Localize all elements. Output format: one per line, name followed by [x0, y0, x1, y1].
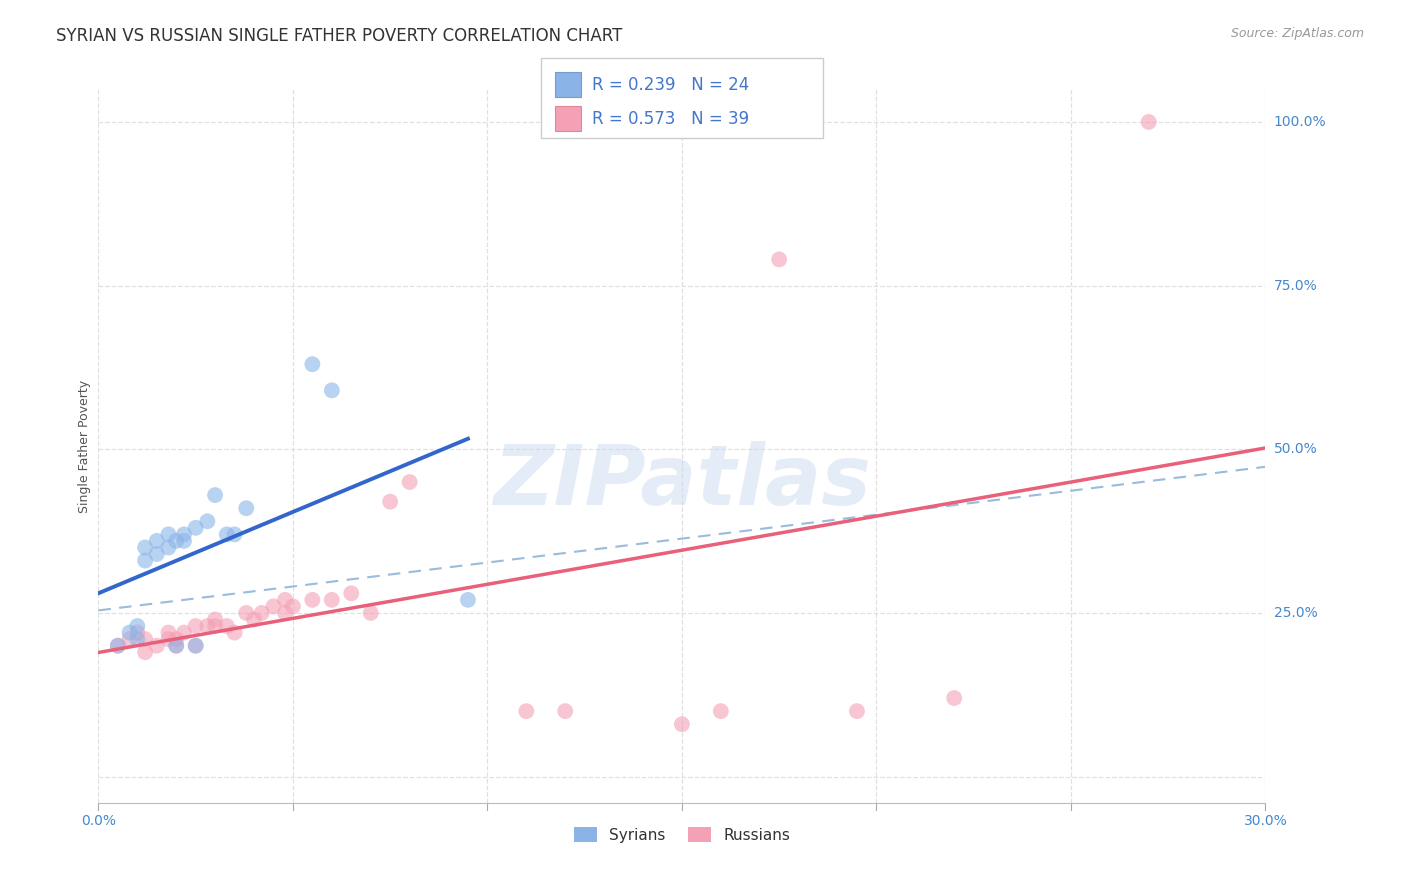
Point	[235, 501, 257, 516]
Point	[321, 592, 343, 607]
Point	[165, 533, 187, 548]
Point	[281, 599, 304, 614]
Text: SYRIAN VS RUSSIAN SINGLE FATHER POVERTY CORRELATION CHART: SYRIAN VS RUSSIAN SINGLE FATHER POVERTY …	[56, 27, 623, 45]
Text: 50.0%: 50.0%	[1274, 442, 1317, 457]
Point	[157, 625, 180, 640]
Point	[710, 704, 733, 718]
Point	[204, 488, 226, 502]
Point	[515, 704, 537, 718]
Text: ZIPatlas: ZIPatlas	[494, 442, 870, 522]
Point	[224, 527, 246, 541]
Point	[215, 619, 238, 633]
Point	[554, 704, 576, 718]
Point	[157, 632, 180, 647]
Point	[134, 553, 156, 567]
Point	[157, 527, 180, 541]
Point	[165, 639, 187, 653]
Text: Source: ZipAtlas.com: Source: ZipAtlas.com	[1230, 27, 1364, 40]
Point	[340, 586, 363, 600]
Point	[184, 521, 207, 535]
Point	[380, 494, 402, 508]
Point	[274, 606, 297, 620]
Point	[457, 592, 479, 607]
Point	[398, 475, 420, 489]
Point	[107, 639, 129, 653]
Point	[768, 252, 790, 267]
Point	[118, 632, 141, 647]
Point	[146, 547, 169, 561]
Text: 75.0%: 75.0%	[1274, 278, 1317, 293]
Point	[235, 606, 257, 620]
Point	[184, 619, 207, 633]
Point	[107, 639, 129, 653]
Point	[173, 533, 195, 548]
Point	[224, 625, 246, 640]
Point	[1137, 115, 1160, 129]
Text: 30.0%: 30.0%	[1243, 814, 1288, 828]
Text: 0.0%: 0.0%	[82, 814, 115, 828]
Text: R = 0.573   N = 39: R = 0.573 N = 39	[592, 110, 749, 128]
Point	[118, 625, 141, 640]
Y-axis label: Single Father Poverty: Single Father Poverty	[79, 379, 91, 513]
Point	[173, 527, 195, 541]
Point	[127, 632, 149, 647]
Legend: Syrians, Russians: Syrians, Russians	[568, 821, 796, 848]
Point	[943, 691, 966, 706]
Text: R = 0.239   N = 24: R = 0.239 N = 24	[592, 76, 749, 94]
Point	[301, 357, 323, 371]
Text: 25.0%: 25.0%	[1274, 606, 1317, 620]
Point	[184, 639, 207, 653]
Point	[157, 541, 180, 555]
Point	[250, 606, 273, 620]
Point	[146, 639, 169, 653]
Point	[184, 639, 207, 653]
Point	[321, 384, 343, 398]
Point	[846, 704, 869, 718]
Point	[146, 533, 169, 548]
Point	[274, 592, 297, 607]
Point	[243, 612, 266, 626]
Point	[195, 514, 218, 528]
Point	[204, 612, 226, 626]
Text: 100.0%: 100.0%	[1274, 115, 1326, 129]
Point	[165, 632, 187, 647]
Point	[134, 645, 156, 659]
Point	[127, 619, 149, 633]
Point	[215, 527, 238, 541]
Point	[173, 625, 195, 640]
Point	[301, 592, 323, 607]
Point	[127, 625, 149, 640]
Point	[360, 606, 382, 620]
Point	[165, 639, 187, 653]
Point	[134, 632, 156, 647]
Point	[671, 717, 693, 731]
Point	[262, 599, 284, 614]
Point	[204, 619, 226, 633]
Point	[134, 541, 156, 555]
Point	[195, 619, 218, 633]
